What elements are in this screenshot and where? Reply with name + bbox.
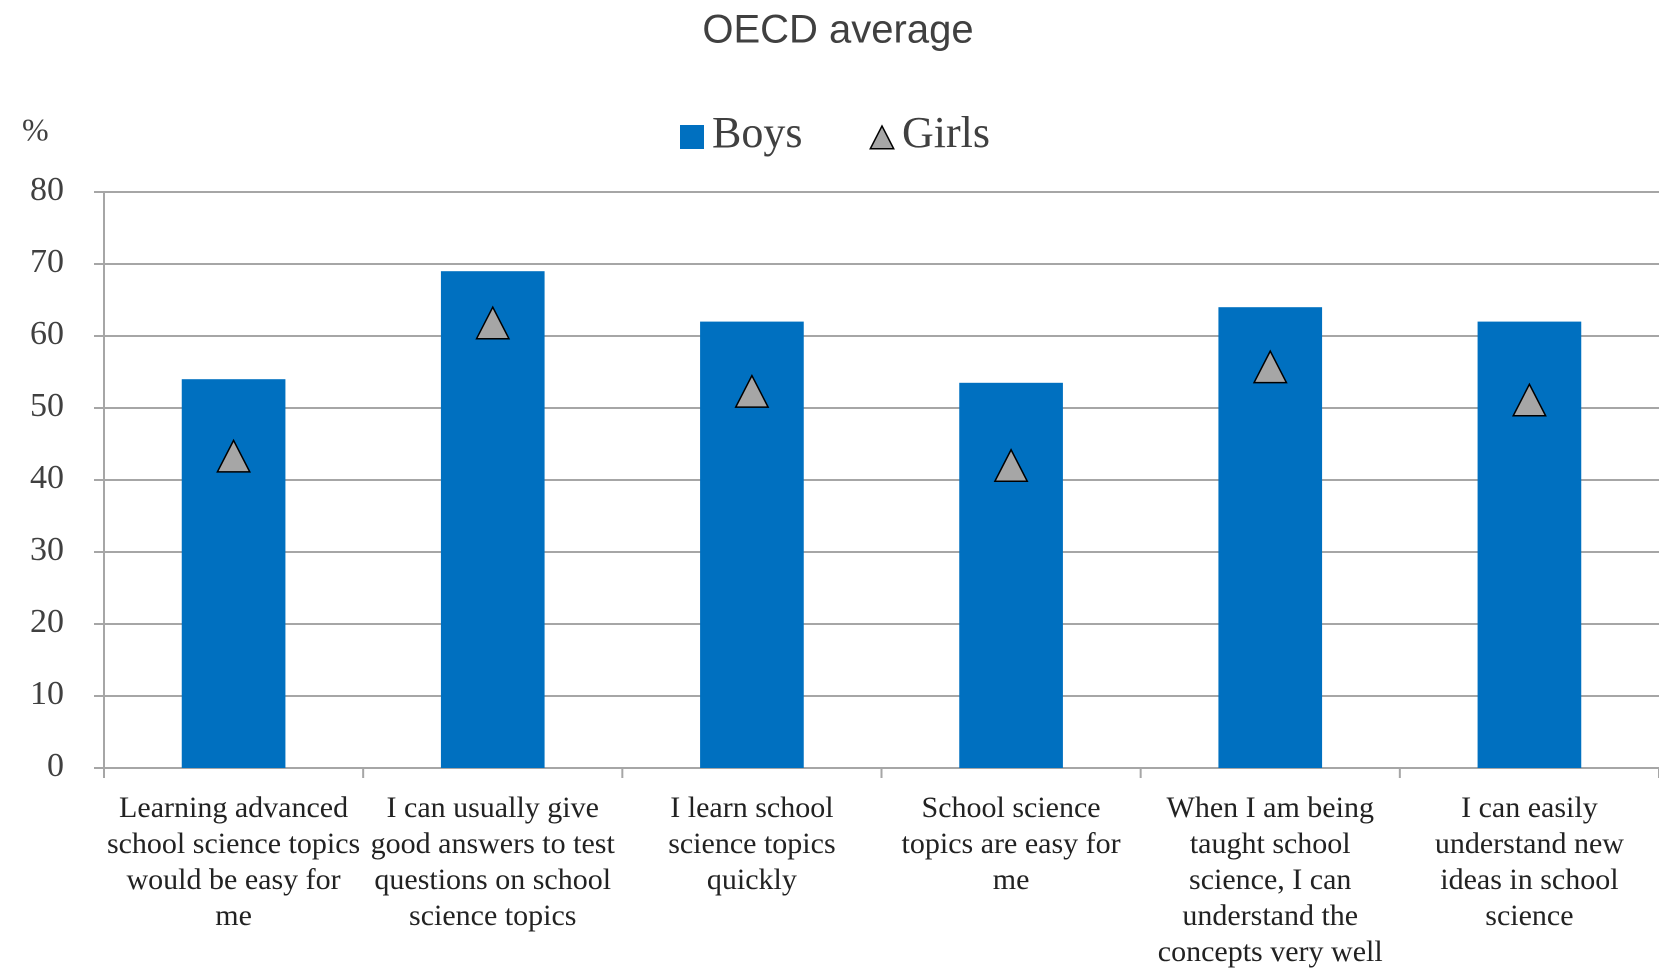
chart-title: OECD average	[702, 8, 973, 52]
marker	[993, 448, 1029, 483]
legend-marker	[680, 125, 704, 149]
x-tick-label: I can easily understand new ideas in sch…	[1434, 791, 1624, 932]
y-tick-label: 60	[30, 315, 64, 352]
x-tick-label: Learning advanced school science topics …	[106, 791, 361, 932]
y-axis-label: %	[22, 111, 49, 147]
marker	[1252, 349, 1288, 384]
y-tick-label: 0	[47, 747, 64, 784]
bar	[959, 382, 1063, 768]
bar	[1218, 307, 1323, 768]
y-tick-label: 20	[30, 603, 64, 640]
y-tick-label: 50	[30, 387, 64, 424]
y-tick-label: 40	[30, 459, 64, 496]
y-tick-label: 80	[30, 171, 64, 208]
y-tick-label: 10	[30, 675, 64, 712]
y-tick-label: 70	[30, 243, 64, 280]
bar	[440, 271, 545, 768]
x-tick-label: When I am being taught school science, I…	[1157, 791, 1383, 968]
marker	[216, 438, 252, 473]
legend-label: Girls	[902, 108, 990, 157]
y-tick-label: 30	[30, 531, 64, 568]
marker	[734, 373, 770, 408]
marker	[1511, 382, 1547, 417]
x-tick-label: School science topics are easy for me	[901, 791, 1121, 896]
marker	[475, 305, 511, 340]
x-tick-label: I learn school science topics quickly	[668, 791, 836, 896]
bar	[181, 379, 286, 768]
legend-label: Boys	[712, 108, 802, 157]
legend-marker	[869, 124, 895, 150]
x-tick-label: I can usually give good answers to test …	[370, 791, 615, 932]
